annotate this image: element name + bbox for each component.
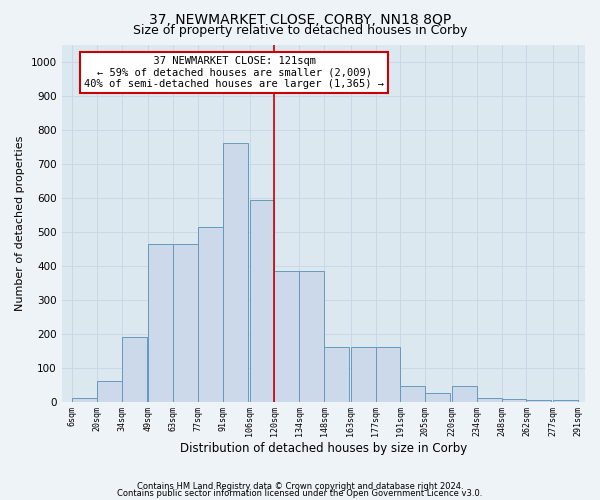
Bar: [299, 271, 324, 402]
Bar: [502, 399, 526, 402]
Bar: [376, 347, 400, 402]
Text: 37, NEWMARKET CLOSE, CORBY, NN18 8QP: 37, NEWMARKET CLOSE, CORBY, NN18 8QP: [149, 12, 451, 26]
Text: 37 NEWMARKET CLOSE: 121sqm  
← 59% of detached houses are smaller (2,009)
40% of: 37 NEWMARKET CLOSE: 121sqm ← 59% of deta…: [84, 56, 384, 89]
Bar: [526, 400, 551, 402]
Bar: [173, 244, 198, 402]
Bar: [452, 386, 477, 402]
Bar: [351, 347, 376, 402]
Bar: [324, 347, 349, 402]
Y-axis label: Number of detached properties: Number of detached properties: [15, 136, 25, 311]
Bar: [477, 398, 502, 402]
Bar: [97, 381, 122, 402]
X-axis label: Distribution of detached houses by size in Corby: Distribution of detached houses by size …: [179, 442, 467, 455]
Bar: [148, 244, 173, 402]
Bar: [274, 271, 299, 402]
Text: Contains public sector information licensed under the Open Government Licence v3: Contains public sector information licen…: [118, 490, 482, 498]
Bar: [72, 398, 97, 402]
Bar: [250, 200, 274, 402]
Bar: [122, 337, 147, 402]
Text: Size of property relative to detached houses in Corby: Size of property relative to detached ho…: [133, 24, 467, 37]
Bar: [425, 393, 450, 402]
Bar: [400, 386, 425, 402]
Bar: [553, 400, 578, 402]
Bar: [223, 144, 248, 402]
Text: Contains HM Land Registry data © Crown copyright and database right 2024.: Contains HM Land Registry data © Crown c…: [137, 482, 463, 491]
Bar: [198, 226, 223, 402]
